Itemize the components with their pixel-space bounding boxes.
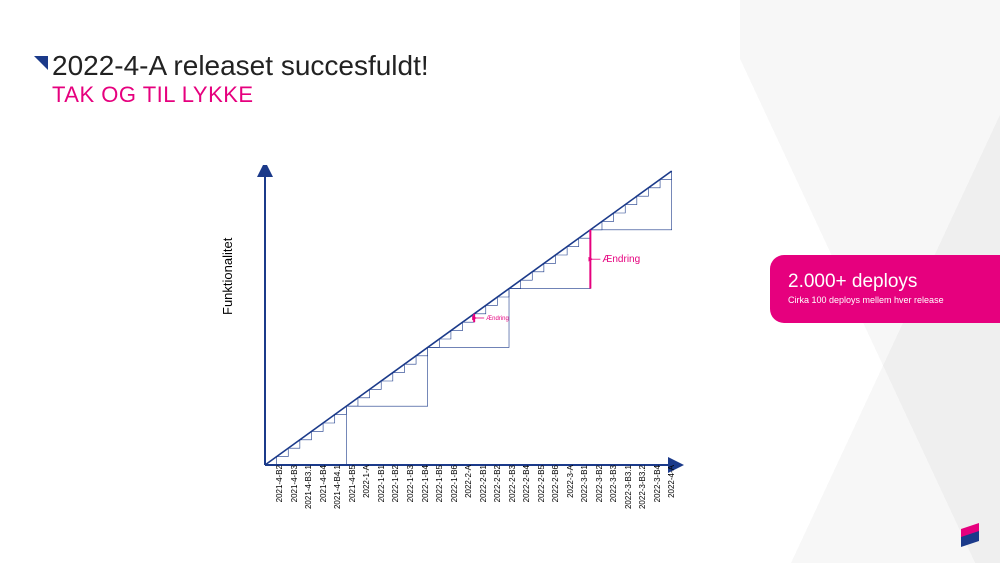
svg-text:Ændring: Ændring xyxy=(602,254,640,265)
x-tick-label: 2021-4-B3 xyxy=(290,465,299,502)
x-tick-label: 2022-3-B4 xyxy=(653,465,662,502)
x-tick-label: 2022-3-A xyxy=(566,465,575,498)
x-tick-label: 2022-1-A xyxy=(362,465,371,498)
title-bullet-icon xyxy=(34,56,48,70)
x-tick-label: 2022-2-B2 xyxy=(493,465,502,502)
callout-sub-text: Cirka 100 deploys mellem hver release xyxy=(788,295,982,305)
x-tick-label: 2022-1-B4 xyxy=(421,465,430,502)
page-title: 2022-4-A releaset succesfuldt! xyxy=(52,50,429,82)
x-tick-label: 2022-2-A xyxy=(464,465,473,498)
x-tick-label: 2021-4-B4 xyxy=(319,465,328,502)
functionality-chart: Funktionalitet ÆndringÆndring 2021-4-B22… xyxy=(250,165,690,545)
page-subtitle: TAK OG TIL LYKKE xyxy=(52,82,429,108)
x-tick-label: 2021-4-B4.1 xyxy=(333,465,342,509)
x-tick-label: 2022-1-B2 xyxy=(391,465,400,502)
x-tick-label: 2022-2-B5 xyxy=(537,465,546,502)
x-tick-label: 2021-4-B5 xyxy=(348,465,357,502)
x-tick-label: 2022-1-B6 xyxy=(450,465,459,502)
x-tick-label: 2022-2-B4 xyxy=(522,465,531,502)
x-tick-label: 2022-1-B5 xyxy=(435,465,444,502)
brand-logo-icon xyxy=(958,521,982,549)
x-tick-label: 2022-2-B3 xyxy=(508,465,517,502)
x-tick-label: 2022-3-B1 xyxy=(580,465,589,502)
x-tick-label: 2022-1-B1 xyxy=(377,465,386,502)
x-tick-label: 2022-3-B3 xyxy=(609,465,618,502)
chart-svg: Ændring Ændring xyxy=(250,165,690,475)
svg-text:Ændring: Ændring xyxy=(486,316,509,322)
x-tick-label: 2021-4-B2 xyxy=(275,465,284,502)
x-tick-label: 2022-3-B3.2 xyxy=(638,465,647,509)
callout-main-text: 2.000+ deploys xyxy=(788,271,982,293)
x-tick-label: 2022-3-B2 xyxy=(595,465,604,502)
x-tick-label: 2022-2-B1 xyxy=(479,465,488,502)
title-block: 2022-4-A releaset succesfuldt! TAK OG TI… xyxy=(52,50,429,108)
x-tick-label: 2021-4-B3.1 xyxy=(304,465,313,509)
y-axis-label: Funktionalitet xyxy=(220,238,235,315)
x-tick-label: 2022-2-B6 xyxy=(551,465,560,502)
x-tick-label: 2022-3-B3.1 xyxy=(624,465,633,509)
x-tick-label: 2022-4-A xyxy=(667,465,676,498)
x-tick-label: 2022-1-B3 xyxy=(406,465,415,502)
stats-callout: 2.000+ deploys Cirka 100 deploys mellem … xyxy=(770,255,1000,323)
